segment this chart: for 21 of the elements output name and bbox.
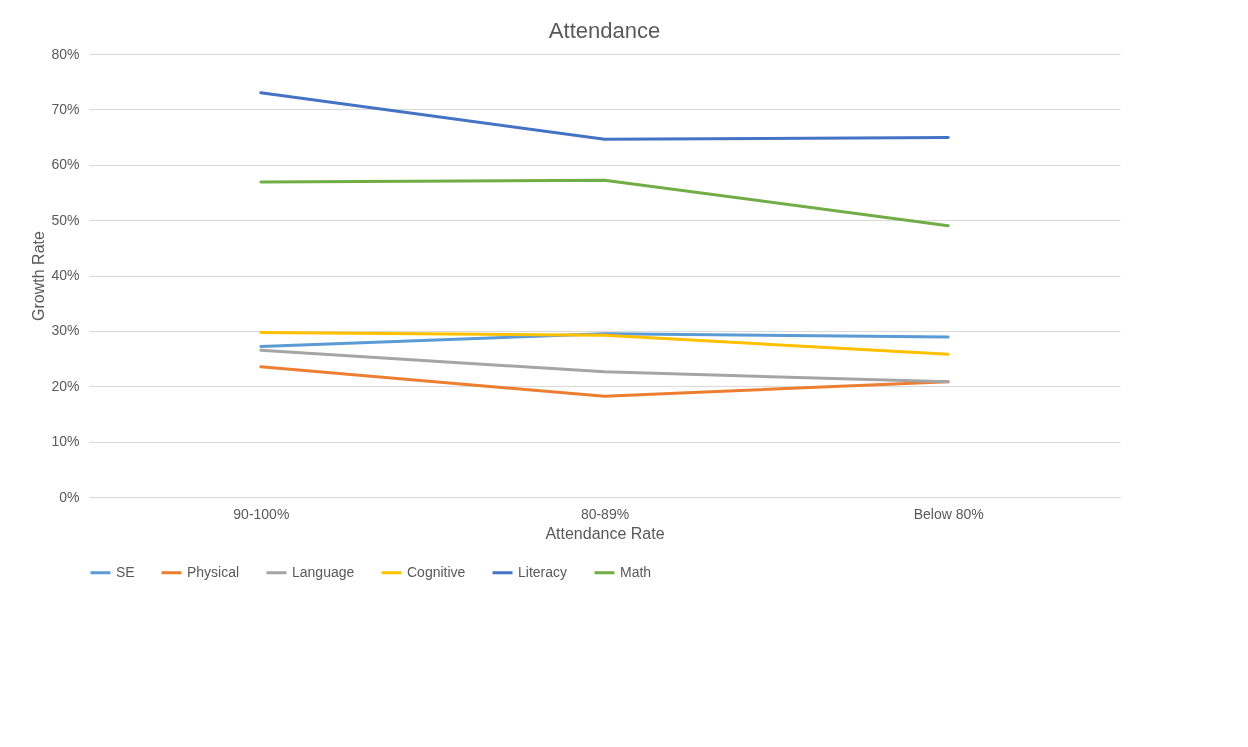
y-tick-label: 0%: [59, 488, 80, 505]
y-tick-label: 30%: [51, 322, 80, 339]
y-tick-label: 20%: [51, 377, 80, 394]
y-tick-label: 70%: [51, 100, 80, 117]
chart-title: Attendance: [548, 18, 661, 43]
x-axis-title: Attendance Rate: [545, 524, 665, 542]
legend-label: Math: [620, 563, 652, 580]
y-tick-label: 60%: [51, 156, 80, 173]
y-tick-label: 80%: [51, 45, 80, 62]
legend-label: Physical: [187, 563, 240, 580]
y-tick-label: 40%: [51, 267, 80, 283]
x-tick-label: Below 80%: [913, 505, 984, 522]
y-tick-label: 50%: [51, 211, 80, 228]
legend-label: SE: [116, 563, 135, 580]
x-tick-label: 90-100%: [233, 505, 290, 522]
legend-label: Cognitive: [407, 563, 466, 580]
legend-label: Language: [292, 563, 355, 580]
legend-label: Literacy: [518, 563, 568, 580]
y-tick-label: 10%: [51, 433, 80, 450]
x-tick-label: 80-89%: [580, 505, 630, 522]
y-axis-title: Growth Rate: [30, 230, 48, 321]
